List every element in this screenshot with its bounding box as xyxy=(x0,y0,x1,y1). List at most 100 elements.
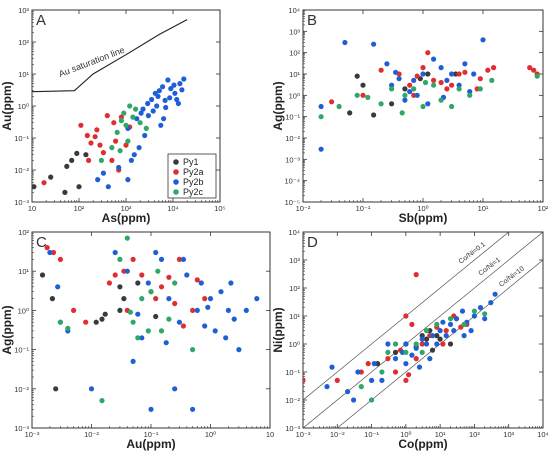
point-py2b xyxy=(180,256,186,262)
point-py2a xyxy=(113,138,119,144)
point-py2b xyxy=(427,356,433,362)
point-py2c xyxy=(434,321,440,327)
point-py2c xyxy=(145,328,151,334)
point-py2c xyxy=(489,77,495,83)
point-py2b xyxy=(135,311,141,317)
point-py2c xyxy=(423,328,430,334)
point-py1 xyxy=(74,150,80,156)
point-py2c xyxy=(447,316,454,322)
point-py2b xyxy=(190,406,196,412)
point-py2a xyxy=(44,245,50,251)
point-py2b xyxy=(139,335,145,341)
point-py2a xyxy=(365,361,371,367)
ratio-line-label: Co/Ni=1 xyxy=(477,257,502,278)
point-py2b xyxy=(175,100,181,107)
point-py2a xyxy=(176,256,182,262)
point-py2b xyxy=(160,84,166,90)
point-py2a xyxy=(485,67,491,73)
point-py1 xyxy=(447,341,454,347)
y-tick-label: 10⁻⁵ xyxy=(285,198,300,207)
point-py2c xyxy=(57,319,64,325)
y-tick-label: 10⁰ xyxy=(289,91,300,100)
point-py2a xyxy=(443,328,449,334)
point-py2b xyxy=(55,284,61,290)
point-py2c xyxy=(378,101,384,107)
point-py2b xyxy=(124,268,130,274)
point-py2c xyxy=(143,125,149,131)
y-axis-title: Ag(ppm) xyxy=(271,81,285,130)
au-saturation-line xyxy=(32,19,188,93)
point-py2b xyxy=(212,328,218,334)
point-py2b xyxy=(176,319,182,325)
point-py2c xyxy=(389,86,395,92)
point-py1 xyxy=(117,284,123,290)
point-py2a xyxy=(491,65,497,71)
point-py1 xyxy=(135,280,141,286)
point-py2c xyxy=(133,106,139,112)
point-py2a xyxy=(172,300,178,307)
point-py2c xyxy=(158,328,165,334)
point-py2b xyxy=(125,177,131,183)
point-py2b xyxy=(243,307,249,313)
point-py2b xyxy=(167,95,173,101)
point-py2b xyxy=(477,305,484,311)
plot-area xyxy=(303,232,543,428)
point-py2c xyxy=(461,321,467,327)
point-py2a xyxy=(88,140,94,146)
point-py1 xyxy=(354,73,360,79)
panel-c: 10⁻³ 10⁻² 10⁻¹ 10⁰ 10 10⁻³ 10⁻² 10⁻¹ 10⁰ 10¹ 10² Au… xyxy=(0,228,274,451)
point-py2b xyxy=(440,319,446,325)
point-py2a xyxy=(425,50,431,56)
y-tick-label: 10¹ xyxy=(18,70,29,79)
x-tick-label: 10⁻³ xyxy=(25,430,40,439)
point-py1 xyxy=(76,184,82,190)
point-py2c xyxy=(98,157,104,163)
point-py2b xyxy=(379,377,385,383)
panel-letter: B xyxy=(307,12,317,29)
point-py2c xyxy=(148,289,154,295)
x-tick-label: 10¹ xyxy=(478,204,489,213)
point-py2c xyxy=(392,341,399,347)
point-py2b xyxy=(456,82,462,88)
x-tick-label: 10⁰ xyxy=(400,430,411,439)
point-py2b xyxy=(202,323,208,329)
point-py2b xyxy=(447,321,454,327)
point-py2b xyxy=(179,87,185,93)
x-axis-title: As(ppm) xyxy=(102,211,151,225)
point-py2a xyxy=(403,377,409,383)
point-py2b xyxy=(184,272,190,278)
point-py1 xyxy=(69,157,75,163)
y-tick-label: 10² xyxy=(289,49,300,58)
point-py2a xyxy=(413,272,419,278)
point-py1 xyxy=(402,86,408,92)
point-py2a xyxy=(112,272,118,278)
point-py2a xyxy=(71,307,77,313)
x-axis-title: Co(ppm) xyxy=(398,437,447,451)
point-py1 xyxy=(121,296,127,302)
point-py2c xyxy=(477,86,483,92)
y-tick-label: 10⁻² xyxy=(285,396,300,405)
point-py2b xyxy=(177,81,183,87)
point-py2a xyxy=(109,157,115,163)
point-py2b xyxy=(105,184,111,190)
point-py1 xyxy=(347,110,353,116)
point-py2a xyxy=(57,256,64,262)
point-py2a xyxy=(360,92,366,98)
point-py2c xyxy=(413,341,419,347)
point-py2b xyxy=(393,69,399,75)
point-py2a xyxy=(50,249,57,256)
point-py2c xyxy=(127,103,133,109)
point-py2c xyxy=(130,114,136,120)
y-tick-label: 10⁻¹ xyxy=(285,368,300,377)
point-py2b xyxy=(351,397,357,403)
point-py2c xyxy=(190,347,196,353)
point-py2a xyxy=(111,120,117,126)
x-tick-label: 10⁰ xyxy=(205,430,216,439)
point-py2c xyxy=(137,120,143,126)
ratio-line xyxy=(336,259,543,428)
point-py2a xyxy=(431,77,437,83)
point-py1 xyxy=(32,184,37,190)
point-py2b xyxy=(163,104,169,111)
point-py2b xyxy=(371,361,377,367)
